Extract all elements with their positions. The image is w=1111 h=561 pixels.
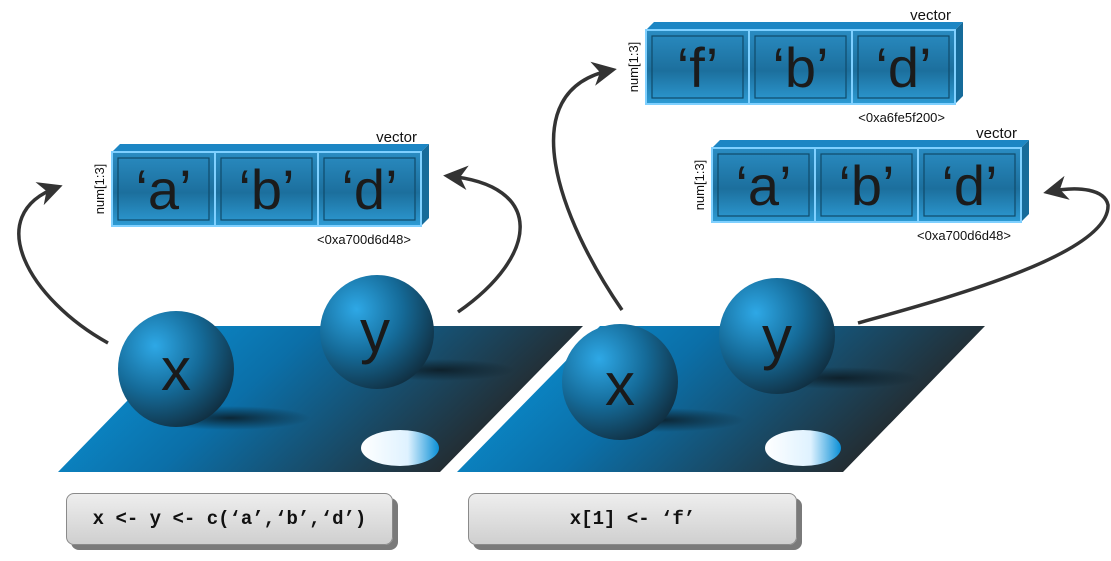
vector-cell-inner (323, 157, 416, 221)
vector-address: <0xa700d6d48> (317, 232, 411, 247)
vector-cell-value: ‘d’ (941, 154, 997, 217)
right-panel: x y ‘f’ ‘b’ ‘d’ vector num[1:3] <0xa6fe5f200>… (457, 7, 1110, 472)
vector-index-label: num[1:3] (626, 42, 641, 93)
right-ball-x: x (562, 324, 678, 440)
vector-cell-value: ‘d’ (341, 158, 397, 221)
vector-cell (111, 151, 216, 227)
vector-cell-inner (220, 157, 313, 221)
ball-y-label: y (762, 304, 792, 371)
vector-cell-inner (717, 153, 810, 217)
left-hole (361, 430, 439, 466)
vector-cell-inner (923, 153, 1016, 217)
arrow-y-to-vector (443, 165, 522, 314)
vector-cell-value: ‘f’ (677, 36, 718, 99)
vector-cell-inner (651, 35, 744, 99)
vector-type-label: vector (976, 125, 1017, 142)
vector-cell (645, 29, 750, 105)
arrow-x-to-new-vector (551, 61, 624, 311)
right-ball-y: y (719, 278, 835, 394)
vector-top-face (646, 22, 963, 30)
code-right: x[1] <- ‘f’ (468, 493, 797, 545)
vector-cell-value: ‘b’ (772, 36, 828, 99)
vector-index-label: num[1:3] (692, 160, 707, 211)
vector-cell (917, 147, 1022, 223)
right-old-vector: ‘a’ ‘b’ ‘d’ vector num[1:3] <0xa700d6d48> (692, 125, 1029, 243)
code-left-text: x <- y <- c(‘a’,‘b’,‘d’) (92, 508, 367, 530)
ball-x-label: x (161, 336, 191, 403)
vector-type-label: vector (376, 129, 417, 146)
vector-cell-value: ‘d’ (875, 36, 931, 99)
code-right-text: x[1] <- ‘f’ (569, 508, 696, 530)
vector-cell (851, 29, 956, 105)
vector-address: <0xa700d6d48> (917, 228, 1011, 243)
vector-cell (317, 151, 422, 227)
vector-type-label: vector (910, 7, 951, 24)
vector-index-label: num[1:3] (92, 164, 107, 215)
vector-cell-inner (754, 35, 847, 99)
right-new-vector: ‘f’ ‘b’ ‘d’ vector num[1:3] <0xa6fe5f200> (626, 7, 963, 125)
vector-side-face (1021, 140, 1029, 222)
left-panel: x y ‘a’ ‘b’ ‘d’ vector num[1:3] <0xa700d6d48> (17, 129, 583, 472)
left-vector: ‘a’ ‘b’ ‘d’ vector num[1:3] <0xa700d6d48> (92, 129, 429, 247)
vector-top-face (712, 140, 1029, 148)
arrow-x-to-vector (17, 182, 109, 345)
vector-top-face (112, 144, 429, 152)
vector-cell-inner (820, 153, 913, 217)
code-left: x <- y <- c(‘a’,‘b’,‘d’) (66, 493, 393, 545)
vector-cell-value: ‘a’ (135, 158, 191, 221)
vector-side-face (955, 22, 963, 104)
left-ball-y: y (320, 275, 434, 389)
arrow-y-to-old-vector (857, 175, 1110, 325)
vector-cell (814, 147, 919, 223)
vector-side-face (421, 144, 429, 226)
vector-cell-inner (117, 157, 210, 221)
ball-x-label: x (605, 351, 635, 418)
vector-cell-value: ‘b’ (238, 158, 294, 221)
vector-cell (711, 147, 816, 223)
vector-cell-inner (857, 35, 950, 99)
vector-cell-value: ‘b’ (838, 154, 894, 217)
vector-address: <0xa6fe5f200> (858, 110, 945, 125)
vector-cell (748, 29, 853, 105)
right-hole (765, 430, 841, 466)
ball-y-label: y (360, 298, 390, 365)
vector-cell-value: ‘a’ (735, 154, 791, 217)
left-ball-x: x (118, 311, 234, 427)
